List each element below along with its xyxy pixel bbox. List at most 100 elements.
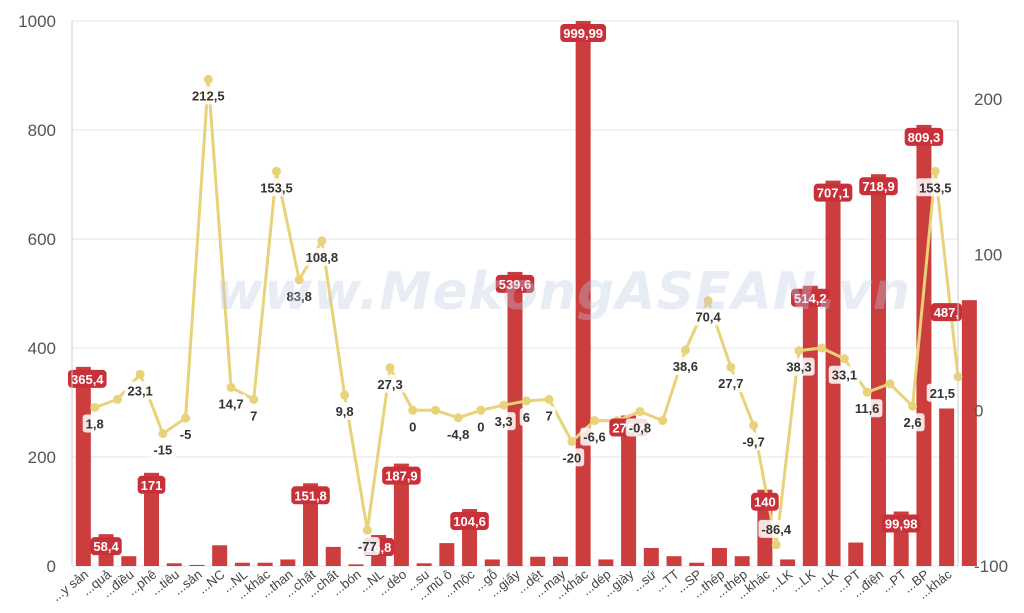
line-data-label: -6,6 [583, 430, 605, 445]
bar [416, 563, 432, 566]
line-point [544, 394, 554, 404]
line-label-bg [302, 247, 342, 266]
line-label-bg [739, 432, 768, 451]
y-right-tick-label: 100 [974, 246, 1002, 265]
line-label-bg [900, 413, 925, 432]
line-point [249, 394, 259, 404]
line-label-bg [783, 357, 815, 376]
bar-label-bg [382, 466, 421, 485]
bar-data-label: 187,9 [385, 469, 418, 484]
bar-data-label: 140 [754, 495, 776, 510]
left-y-axis: 0 200 400 600 800 1000 [18, 12, 73, 576]
line-data-label: 212,5 [192, 88, 225, 103]
bar-data-label: 365,4 [71, 372, 104, 387]
line-data-label: 153,5 [260, 180, 293, 195]
line-data-label: 23,1 [127, 383, 152, 398]
bar-label-bg [859, 177, 898, 196]
line-point [521, 396, 531, 406]
bar [552, 556, 568, 566]
bar [121, 556, 137, 566]
bar [439, 543, 455, 566]
line-label-bg [491, 412, 516, 431]
bar [711, 548, 727, 566]
line-series [90, 74, 963, 550]
line-point [385, 363, 395, 373]
line-point [271, 166, 281, 176]
y-right-tick-label: 0 [974, 401, 983, 420]
x-axis: ...y sản...quả...điều...phê...tiêu...sản… [49, 566, 955, 604]
y-left-tick-label: 1000 [18, 12, 56, 31]
bar-label-bg [90, 537, 122, 556]
line-data-label: 7 [545, 408, 552, 423]
bar-data-label: 514,2 [794, 291, 827, 306]
line-point [885, 379, 895, 389]
bar-label-bg [450, 511, 489, 530]
line-data-label: -5 [180, 427, 192, 442]
bar-data-label: 104,6 [453, 514, 486, 529]
line-data-label: -86,4 [761, 522, 791, 537]
bar-series [75, 21, 977, 567]
bar [643, 548, 659, 566]
bar-data-label: 171 [141, 478, 163, 493]
line-data-label: -4,8 [447, 427, 469, 442]
line-label-bg [406, 417, 420, 436]
line-data-label: -77 [358, 539, 377, 554]
bar-data-label: 707,1 [817, 186, 850, 201]
line-label-bg [189, 86, 228, 105]
bar [212, 545, 228, 566]
bar [939, 408, 955, 566]
line-label-bg [176, 425, 195, 444]
line-point [181, 413, 191, 423]
bar [575, 21, 591, 567]
line-label-bg [692, 307, 724, 326]
line-data-label: -9,7 [742, 434, 764, 449]
line-data-label: 14,7 [218, 396, 243, 411]
bar [484, 559, 500, 566]
line-point [453, 413, 463, 423]
bar [393, 463, 409, 566]
line-data-label: 70,4 [695, 310, 721, 325]
bar-data-label: 718,9 [862, 179, 895, 194]
line-label-bg [625, 418, 655, 437]
line-point [499, 400, 509, 410]
line-point [817, 343, 827, 353]
bar [848, 542, 864, 566]
line-point [362, 525, 372, 535]
bar-data-label: 809,3 [908, 130, 941, 145]
bar-label-bg [791, 288, 830, 307]
line-point [294, 275, 304, 285]
line-label-bg [247, 406, 261, 425]
y-left-tick-label: 800 [28, 121, 56, 140]
line-label-bg [82, 414, 107, 433]
line-data-label: 108,8 [306, 250, 339, 265]
line-label-bg [559, 448, 585, 467]
line-label-bg [828, 365, 861, 384]
line-label-bg [542, 406, 556, 425]
bar [621, 415, 637, 566]
line-point [749, 420, 759, 430]
line-data-label: 83,8 [287, 289, 312, 304]
bar [234, 562, 250, 566]
line-point [317, 236, 327, 246]
line-label-bg [916, 178, 955, 197]
bar [598, 559, 614, 566]
line-point [908, 401, 918, 411]
bar-label-bg [930, 303, 962, 322]
line-data-labels: 1,8 23,1 -15 -5 212,5 14,7 7 153,5 83,8 108,8 9,8 -… [82, 86, 958, 556]
line-point [930, 166, 940, 176]
y-left-tick-label: 600 [28, 230, 56, 249]
bar-data-label: 151,8 [294, 488, 327, 503]
line-label-bg [715, 374, 747, 393]
line-point [794, 346, 804, 356]
line-label-bg [519, 407, 533, 426]
line-label-bg [580, 427, 609, 446]
line-point [862, 387, 872, 397]
bar-label-bg [291, 486, 330, 505]
bar [689, 562, 705, 566]
bar [348, 564, 364, 566]
bar-label-bg [904, 127, 944, 146]
line-label-bg [257, 178, 296, 197]
line-data-label: -20 [562, 450, 581, 465]
bar-data-label: 99,98 [885, 517, 918, 532]
